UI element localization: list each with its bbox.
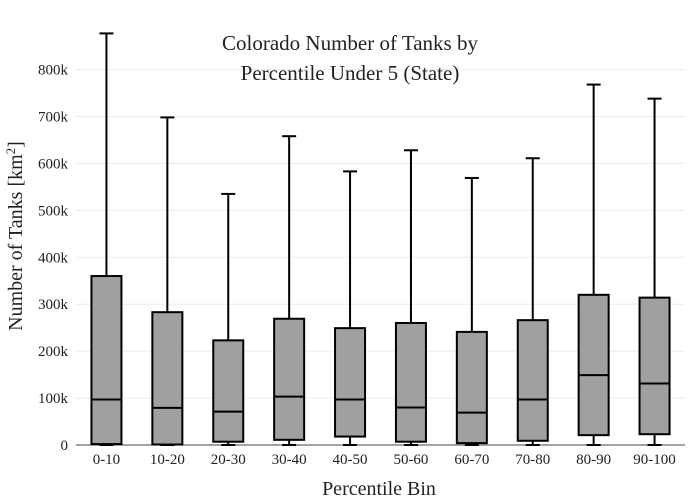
x-tick-label: 10-20	[150, 452, 185, 468]
y-axis-title: Number of Tanks [km2]	[3, 141, 28, 331]
box-70-80	[516, 157, 549, 446]
y-tick-label: 600k	[38, 156, 69, 172]
box-30-40	[273, 135, 306, 446]
x-tick-label: 80-90	[576, 452, 611, 468]
x-tick-label: 20-30	[211, 452, 246, 468]
box-0-10	[90, 32, 123, 446]
y-tick-label: 100k	[38, 391, 69, 407]
chart-title-line-2: Percentile Under 5 (State)	[241, 61, 460, 85]
iqr-box	[273, 317, 306, 441]
box-80-90	[577, 83, 610, 446]
y-tick-label: 400k	[38, 250, 69, 266]
x-tick-label: 70-80	[515, 452, 550, 468]
iqr-box	[638, 296, 671, 436]
y-tick-label: 800k	[38, 63, 69, 79]
iqr-box	[455, 330, 488, 445]
iqr-box	[90, 275, 123, 446]
y-axis-ticks: 0 100k 200k 300k 400k 500k 600k 700k 800k	[38, 63, 69, 454]
y-tick-label: 500k	[38, 203, 69, 219]
iqr-box	[212, 339, 245, 443]
iqr-box	[577, 293, 610, 437]
x-axis-title: Percentile Bin	[322, 478, 436, 500]
y-tick-label: 0	[61, 438, 69, 454]
box-20-30	[212, 192, 245, 446]
box-90-100	[638, 97, 671, 446]
x-tick-label: 50-60	[393, 452, 428, 468]
iqr-box	[516, 319, 549, 442]
y-axis-title-end: ]	[5, 141, 27, 148]
x-tick-label: 90-100	[633, 452, 676, 468]
y-axis-title-superscript: 2	[3, 148, 18, 155]
box-40-50	[334, 170, 367, 446]
iqr-box	[151, 311, 184, 446]
iqr-box	[394, 321, 427, 443]
x-tick-label: 40-50	[333, 452, 368, 468]
y-axis-title-main: Number of Tanks [km	[5, 154, 27, 331]
box-layer	[90, 32, 671, 446]
y-tick-label: 200k	[38, 344, 69, 360]
box-60-70	[455, 176, 488, 446]
x-tick-label: 60-70	[454, 452, 489, 468]
box-50-60	[394, 149, 427, 446]
x-tick-label: 30-40	[272, 452, 307, 468]
y-tick-label: 700k	[38, 109, 69, 125]
box-10-20	[151, 116, 184, 446]
x-axis-ticks: 0-10 10-20 20-30 30-40 40-50 50-60 60-70 70-80 8…	[93, 452, 676, 468]
x-tick-label: 0-10	[93, 452, 121, 468]
iqr-box	[334, 327, 367, 438]
y-tick-label: 300k	[38, 297, 69, 313]
chart-title-line-1: Colorado Number of Tanks by	[222, 31, 478, 55]
